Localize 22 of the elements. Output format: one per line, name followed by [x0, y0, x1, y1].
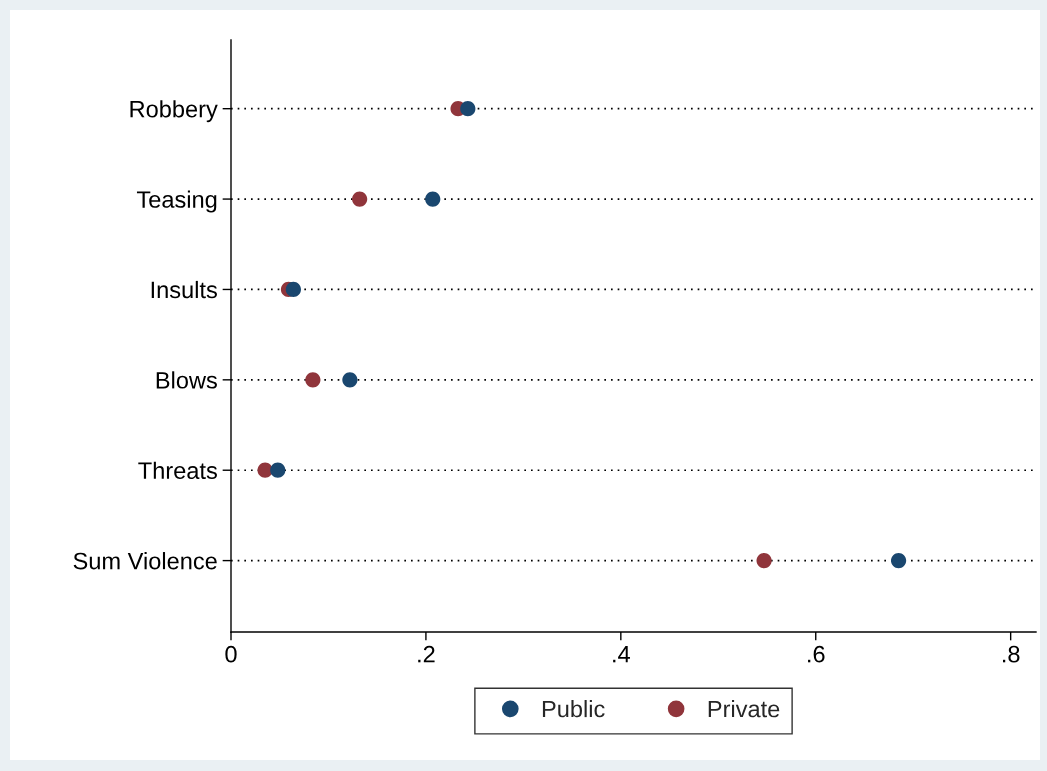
point [285, 281, 301, 298]
y-tick-label: Teasing [136, 190, 217, 213]
point [342, 372, 358, 388]
x-tick-label: .8 [1002, 645, 1020, 663]
point [270, 462, 286, 478]
x-tick-label: 0 [225, 645, 237, 663]
x-tick-label: .4 [613, 646, 630, 663]
x-tick-label: .6 [808, 645, 825, 663]
point [352, 191, 368, 207]
point [425, 191, 441, 207]
legend-label: Private [708, 700, 780, 718]
point [756, 552, 772, 569]
legend-label: Public [542, 700, 605, 718]
y-tick-label: Insults [151, 280, 217, 299]
point [890, 552, 907, 569]
point [305, 372, 321, 388]
point [460, 101, 476, 117]
y-tick-label: Threats [138, 461, 217, 479]
y-tick-label: Robbery [130, 100, 218, 123]
y-tick-label: Blows [156, 371, 217, 389]
x-tick-label: .2 [418, 645, 435, 663]
y-tick-label: Sum Violence [73, 552, 217, 570]
